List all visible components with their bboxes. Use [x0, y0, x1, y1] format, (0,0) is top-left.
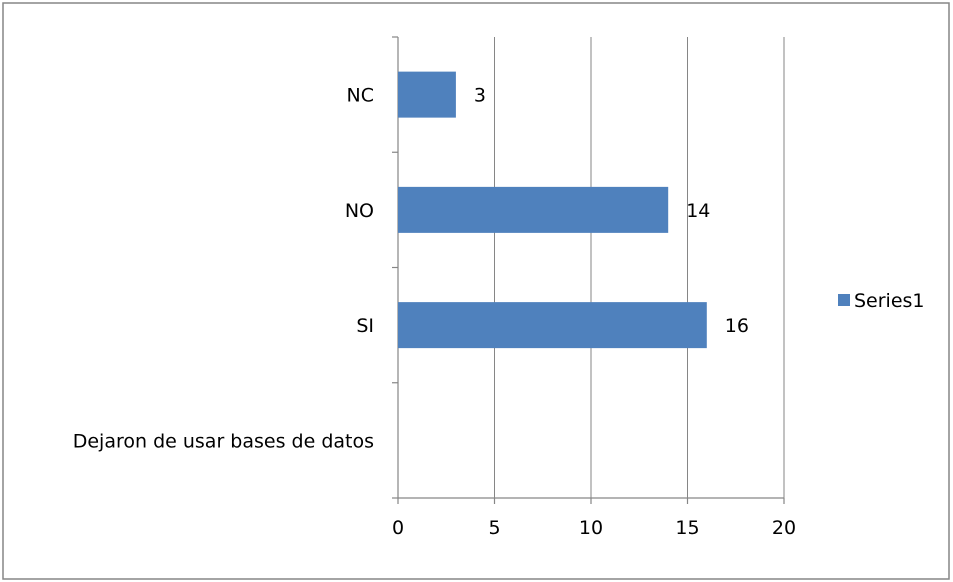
x-tick-label: 15 — [675, 517, 699, 539]
x-tick-label: 5 — [488, 517, 500, 539]
labels: 0 5 10 15 20 Dejaron de usar bases de datos SI… — [73, 85, 796, 539]
bar-no — [398, 186, 669, 233]
x-tick-label: 0 — [392, 517, 404, 539]
grid-lines — [494, 37, 785, 498]
x-tick-label: 10 — [579, 517, 603, 539]
category-label: NO — [345, 200, 374, 222]
x-tick-label: 20 — [772, 517, 796, 539]
category-label: SI — [356, 315, 374, 337]
legend-swatch — [838, 294, 850, 306]
data-label: 16 — [725, 315, 749, 337]
bars — [398, 71, 707, 349]
data-label: 3 — [474, 85, 486, 107]
bar-si — [398, 302, 707, 349]
category-label: NC — [347, 85, 374, 107]
legend: Series1 — [838, 290, 925, 312]
bar-nc — [398, 71, 456, 118]
legend-label: Series1 — [854, 290, 925, 312]
category-label: Dejaron de usar bases de datos — [73, 430, 374, 452]
data-label: 14 — [686, 200, 710, 222]
